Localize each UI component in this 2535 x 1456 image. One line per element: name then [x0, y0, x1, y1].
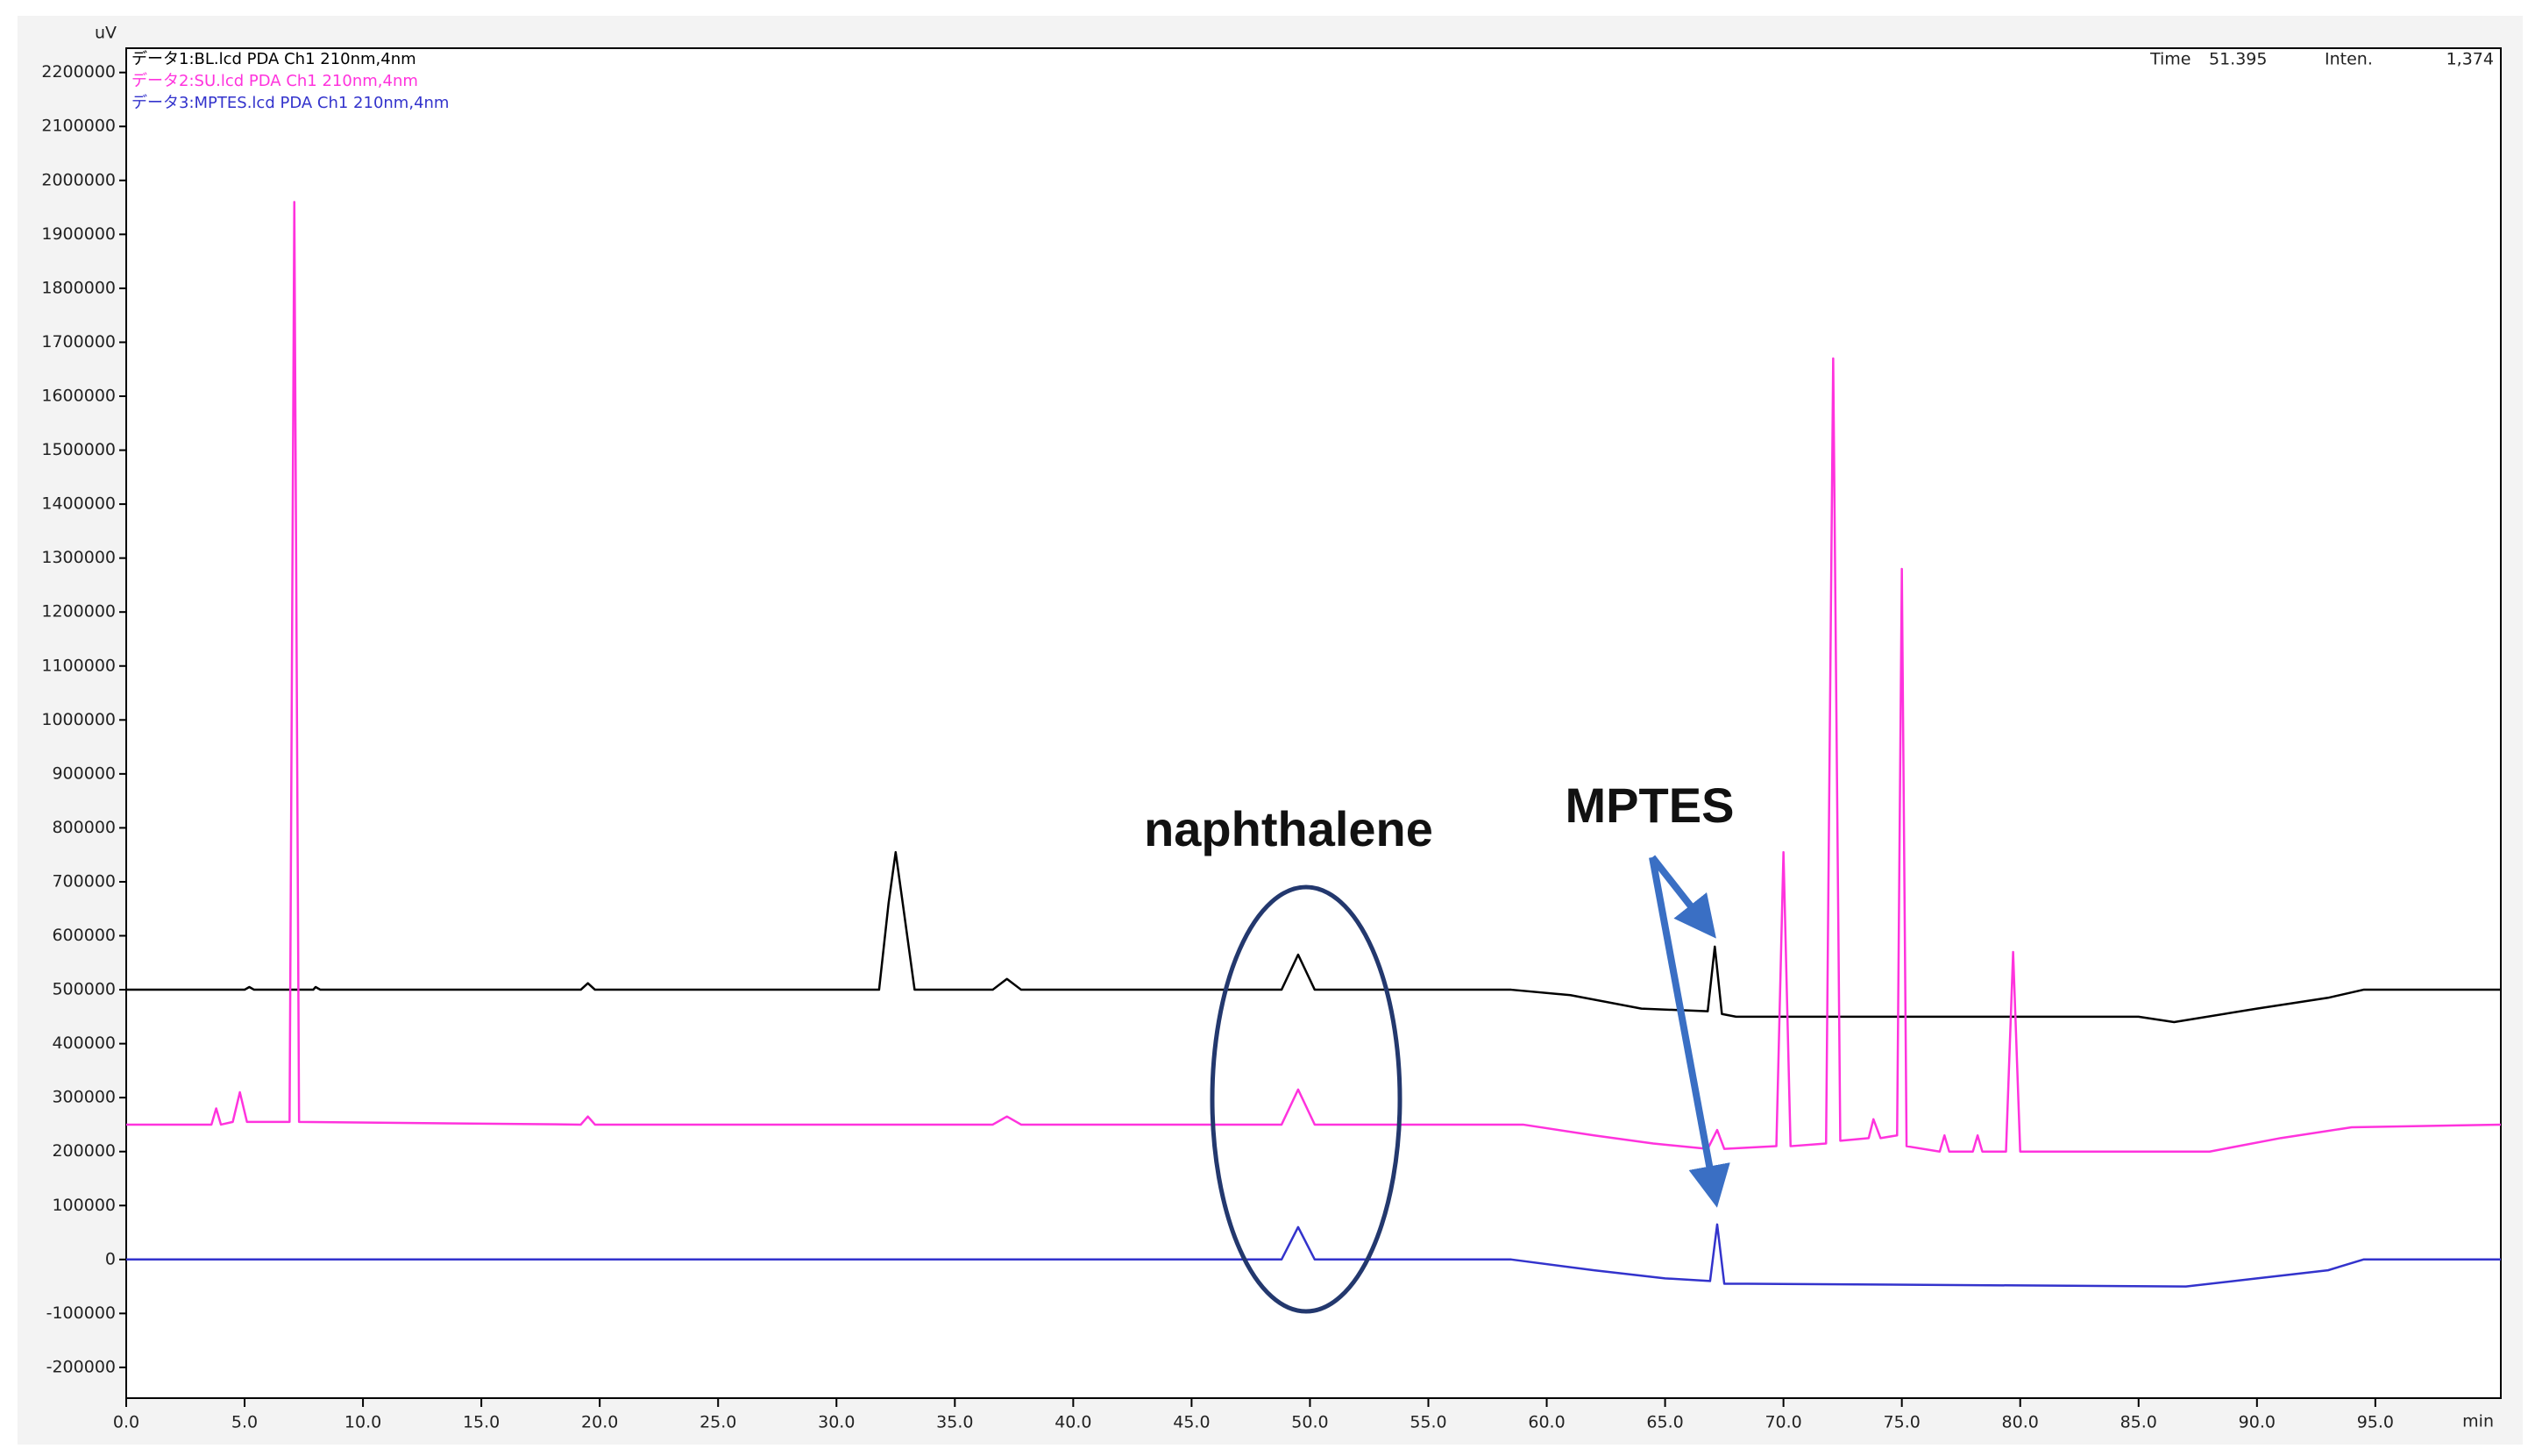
x-tick-label: 30.0 [818, 1413, 855, 1432]
legend-entry: データ2:SU.lcd PDA Ch1 210nm,4nm [131, 72, 418, 90]
y-tick-label: -200000 [46, 1357, 116, 1376]
x-tick-label: 50.0 [1291, 1413, 1328, 1432]
legend-entry: データ1:BL.lcd PDA Ch1 210nm,4nm [131, 50, 416, 68]
y-tick-label: 2200000 [41, 62, 116, 82]
x-tick-label: 0.0 [113, 1413, 139, 1432]
y-tick-label: 1100000 [41, 656, 116, 675]
y-tick-label: 1200000 [41, 602, 116, 621]
y-tick-label: 1500000 [41, 440, 116, 459]
annotation: MPTES [1566, 778, 1735, 833]
y-tick-label: 1800000 [41, 278, 116, 297]
x-tick-label: 95.0 [2357, 1413, 2394, 1432]
y-tick-label: 1600000 [41, 387, 116, 406]
y-tick-label: 100000 [52, 1196, 116, 1215]
x-tick-label: 65.0 [1646, 1413, 1683, 1432]
data-line [126, 850, 2501, 1024]
highlight-ellipse [1210, 884, 1402, 1314]
y-tick-label: 1400000 [41, 494, 116, 514]
y-tick-label: 200000 [52, 1141, 116, 1161]
y-tick-label: 700000 [52, 871, 116, 891]
x-tick-label: 70.0 [1765, 1413, 1801, 1432]
x-tick-label: 25.0 [699, 1413, 736, 1432]
y-tick-label: 1700000 [41, 332, 116, 352]
y-axis-label: uV [95, 24, 117, 43]
y-tick-label: 800000 [52, 818, 116, 837]
y-tick-label: 2100000 [41, 117, 116, 136]
x-tick-label: 35.0 [936, 1413, 973, 1432]
y-tick-label: 400000 [52, 1033, 116, 1053]
legend-entry: データ3:MPTES.lcd PDA Ch1 210nm,4nm [131, 94, 449, 112]
y-tick-label: 900000 [52, 764, 116, 783]
readout-inten-label: Inten. [2325, 50, 2373, 69]
x-tick-label: 80.0 [2002, 1413, 2039, 1432]
y-tick-label: 1900000 [41, 224, 116, 244]
data-line [126, 1223, 2501, 1288]
y-tick-label: 300000 [52, 1088, 116, 1107]
x-tick-label: 45.0 [1173, 1413, 1210, 1432]
x-tick-label: 85.0 [2120, 1413, 2157, 1432]
readout-time-label: Time [2149, 50, 2191, 69]
y-tick-label: 500000 [52, 980, 116, 999]
annotation-arrow [1649, 856, 1730, 1208]
x-tick-label: 75.0 [1884, 1413, 1921, 1432]
readout-inten: 1,374 [2446, 50, 2494, 69]
x-tick-label: 60.0 [1528, 1413, 1565, 1432]
readout-time: 51.395 [2209, 50, 2267, 69]
y-tick-label: -100000 [46, 1303, 116, 1323]
x-tick-label: 15.0 [463, 1413, 500, 1432]
x-tick-label: 90.0 [2239, 1413, 2276, 1432]
x-tick-label: 5.0 [231, 1413, 258, 1432]
x-tick-label: 10.0 [344, 1413, 381, 1432]
annotation: naphthalene [1144, 801, 1433, 856]
x-tick-label: 55.0 [1410, 1413, 1446, 1432]
x-axis-label: min [2462, 1412, 2494, 1431]
x-tick-label: 40.0 [1054, 1413, 1091, 1432]
x-tick-label: 20.0 [581, 1413, 618, 1432]
y-tick-label: 2000000 [41, 170, 116, 189]
plot-area [125, 47, 2502, 1399]
plot-layer: -200000 -100000 0 100000 200000 300000 400000 5… [41, 50, 2502, 1432]
annotation-arrow [1649, 855, 1716, 939]
y-tick-label: 600000 [52, 926, 116, 945]
y-tick-label: 0 [105, 1249, 116, 1268]
data-line [126, 201, 2502, 1153]
y-tick-label: 1000000 [41, 710, 116, 729]
y-tick-label: 1300000 [41, 548, 116, 567]
